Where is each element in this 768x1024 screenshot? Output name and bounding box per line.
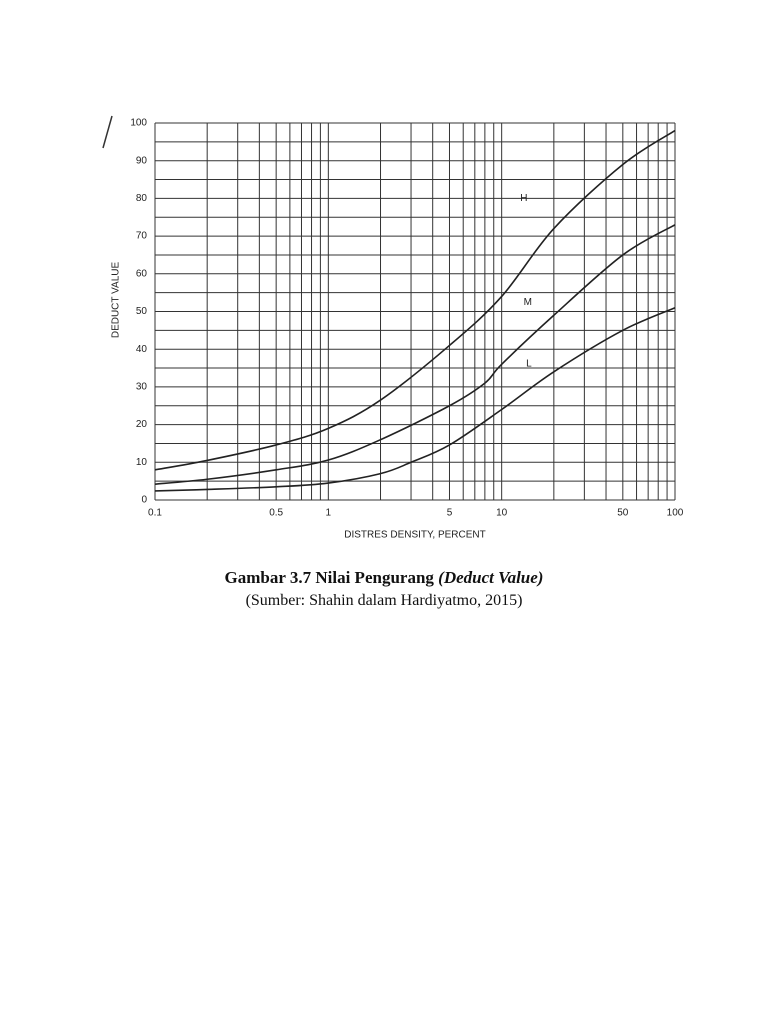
x-tick-label: 50 bbox=[617, 508, 629, 519]
series-label: M bbox=[524, 297, 532, 308]
caption-source: (Sumber: Shahin dalam Hardiyatmo, 2015) bbox=[245, 592, 523, 609]
y-tick-label: 20 bbox=[136, 419, 148, 430]
y-tick-label: 0 bbox=[141, 495, 147, 506]
y-tick-label: 60 bbox=[136, 268, 148, 279]
x-tick-label: 0.1 bbox=[148, 508, 162, 519]
x-tick-label: 0.5 bbox=[269, 508, 283, 519]
y-tick-label: 30 bbox=[136, 382, 148, 393]
pen-mark bbox=[102, 115, 113, 149]
caption-title-italic: (Deduct Value) bbox=[438, 568, 544, 587]
y-tick-label: 80 bbox=[136, 193, 148, 204]
line-series bbox=[154, 306, 676, 492]
line-series bbox=[154, 224, 676, 485]
chart: DISTRES DENSITY, PERCENT DEDUCT VALUE 0 1… bbox=[102, 115, 684, 541]
x-tick-label: 10 bbox=[496, 508, 508, 519]
y-tick-label: 50 bbox=[136, 306, 148, 317]
x-axis-label: DISTRES DENSITY, PERCENT bbox=[344, 530, 486, 541]
x-tick-label: 100 bbox=[667, 508, 684, 519]
y-tick-label: 100 bbox=[130, 118, 147, 129]
series-label: H bbox=[520, 193, 527, 204]
x-tick-label: 1 bbox=[326, 508, 332, 519]
line-series bbox=[154, 129, 676, 471]
caption-title-text: Gambar 3.7 Nilai Pengurang bbox=[224, 568, 434, 587]
series-label: L bbox=[526, 358, 532, 369]
y-tick-label: 10 bbox=[136, 457, 148, 468]
caption-title: Gambar 3.7 Nilai Pengurang (Deduct Value… bbox=[0, 568, 768, 588]
y-tick-label: 70 bbox=[136, 231, 148, 242]
y-tick-label: 40 bbox=[136, 344, 148, 355]
y-axis-label: DEDUCT VALUE bbox=[111, 262, 122, 339]
x-tick-label: 5 bbox=[447, 508, 453, 519]
y-tick-label: 90 bbox=[136, 155, 148, 166]
